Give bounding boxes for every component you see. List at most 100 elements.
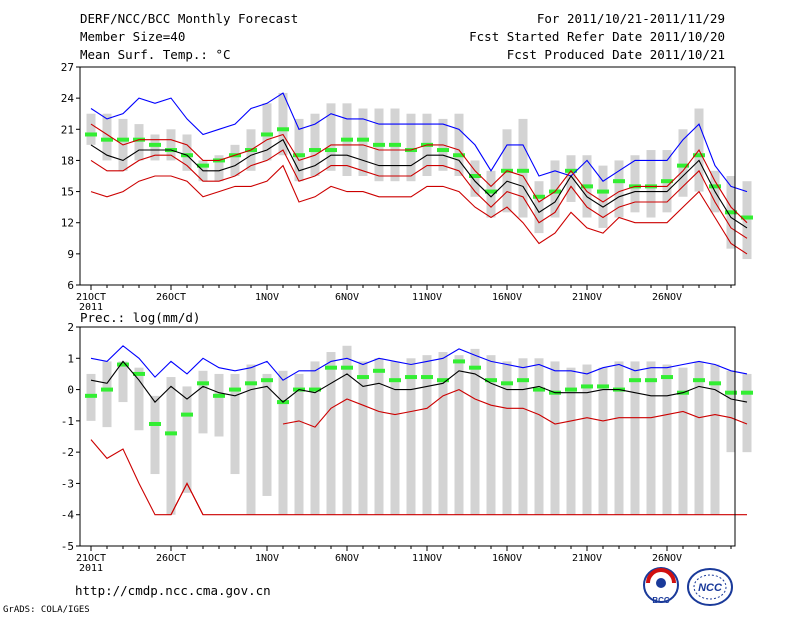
- climatology-mark-temp: [533, 194, 545, 199]
- y-tick-label-temp: 18: [61, 154, 74, 167]
- climatology-mark-prec: [565, 387, 577, 392]
- climatology-mark-prec: [341, 365, 353, 370]
- climatology-mark-temp: [309, 148, 321, 153]
- member-size: Member Size=40: [80, 29, 186, 44]
- spread-box-prec: [678, 367, 688, 515]
- spread-box-prec: [742, 373, 752, 453]
- spread-box-prec: [694, 361, 704, 515]
- climatology-mark-prec: [709, 381, 721, 386]
- spread-box-prec: [630, 361, 640, 515]
- climatology-mark-prec: [357, 375, 369, 380]
- x-tick-label-temp: 16NOV: [492, 292, 522, 303]
- y-tick-label-prec: 1: [67, 352, 74, 365]
- climatology-mark-prec: [197, 381, 209, 386]
- spread-box-prec: [310, 361, 320, 515]
- y-tick-label-prec: -5: [61, 540, 74, 553]
- climatology-mark-prec: [133, 371, 145, 376]
- spread-box-prec: [502, 361, 512, 515]
- spread-box-prec: [326, 352, 336, 515]
- spread-box-prec: [246, 364, 256, 515]
- spread-box-prec: [342, 345, 352, 515]
- spread-box-prec: [406, 358, 416, 515]
- spread-box-temp: [166, 129, 176, 161]
- x-tick-label-prec: 21NOV: [572, 553, 602, 564]
- climatology-mark-temp: [677, 163, 689, 168]
- spread-box-prec: [534, 358, 544, 515]
- climatology-mark-prec: [117, 362, 129, 367]
- spread-box-prec: [438, 352, 448, 515]
- spread-box-prec: [150, 395, 160, 475]
- series-line-max-temp: [90, 92, 748, 193]
- spread-box-prec: [518, 358, 528, 515]
- x-year-label-prec: 2011: [79, 563, 103, 574]
- y-tick-label-prec: -1: [61, 415, 74, 428]
- spread-box-temp: [454, 113, 464, 176]
- spread-box-temp: [598, 165, 608, 228]
- x-tick-label-prec: 26OCT: [156, 553, 186, 564]
- spread-box-prec: [566, 367, 576, 515]
- spread-box-temp: [230, 144, 240, 176]
- spread-box-prec: [294, 373, 304, 515]
- y-tick-label-prec: 0: [67, 384, 74, 397]
- y-tick-label-prec: 2: [67, 321, 74, 334]
- y-tick-label-temp: 12: [61, 217, 74, 230]
- climatology-mark-temp: [85, 132, 97, 137]
- ncc-logo: NCC: [687, 568, 733, 606]
- spread-box-prec: [454, 355, 464, 515]
- climatology-mark-temp: [373, 142, 385, 147]
- climatology-mark-prec: [245, 381, 257, 386]
- y-tick-label-prec: -2: [61, 446, 74, 459]
- x-tick-label-temp: 11NOV: [412, 292, 442, 303]
- y-tick-label-temp: 6: [67, 279, 74, 292]
- climatology-mark-prec: [437, 378, 449, 383]
- climatology-mark-temp: [709, 184, 721, 189]
- climatology-mark-temp: [661, 179, 673, 184]
- spread-box-temp: [358, 108, 368, 176]
- climatology-mark-prec: [581, 384, 593, 389]
- climatology-mark-prec: [261, 378, 273, 383]
- chart-title: DERF/NCC/BCC Monthly Forecast: [80, 11, 299, 26]
- series-line-mean-prec: [90, 360, 748, 403]
- y-tick-label-temp: 15: [61, 186, 74, 199]
- series-line-min_upper-prec: [170, 482, 204, 515]
- spread-box-temp: [102, 113, 112, 161]
- spread-box-prec: [582, 364, 592, 515]
- spread-box-temp: [278, 92, 288, 156]
- spread-box-temp: [742, 181, 752, 260]
- fcst-produced-date: Fcst Produced Date 2011/10/21: [506, 47, 725, 62]
- x-tick-label-prec: 26NOV: [652, 553, 682, 564]
- x-tick-label-temp: 26OCT: [156, 292, 186, 303]
- y-tick-label-temp: 27: [61, 61, 74, 74]
- climatology-mark-temp: [277, 127, 289, 132]
- climatology-mark-prec: [85, 393, 97, 398]
- climatology-mark-prec: [373, 368, 385, 373]
- climatology-mark-prec: [405, 375, 417, 380]
- spread-box-prec: [102, 361, 112, 428]
- x-tick-label-prec: 21OCT: [76, 553, 106, 564]
- spread-box-temp: [214, 155, 224, 182]
- climatology-mark-temp: [693, 153, 705, 158]
- spread-box-prec: [278, 370, 288, 515]
- spread-box-prec: [134, 367, 144, 431]
- spread-box-prec: [710, 364, 720, 515]
- spread-box-temp: [150, 134, 160, 161]
- plot-frame-prec: [79, 326, 736, 547]
- x-tick-label-temp: 26NOV: [652, 292, 682, 303]
- climatology-mark-prec: [181, 412, 193, 417]
- spread-box-temp: [550, 160, 560, 218]
- y-tick-label-prec: -3: [61, 477, 74, 490]
- climatology-mark-prec: [597, 384, 609, 389]
- y-tick-label-temp: 24: [61, 92, 75, 105]
- spread-box-temp: [134, 124, 144, 161]
- x-tick-label-temp: 21OCT: [76, 292, 106, 303]
- climatology-mark-temp: [741, 215, 753, 220]
- climatology-mark-temp: [453, 153, 465, 158]
- spread-box-prec: [646, 361, 656, 515]
- spread-box-temp: [294, 118, 304, 182]
- spread-box-prec: [230, 373, 240, 475]
- panel-temp: 6 9 12 15 18 21 24 27 21OCT 26OCT 1NOV 6NOV 11NOV 16N…: [61, 61, 753, 313]
- spread-box-temp: [310, 113, 320, 176]
- spread-box-prec: [486, 355, 496, 515]
- source-url[interactable]: http://cmdp.ncc.cma.gov.cn: [75, 583, 271, 598]
